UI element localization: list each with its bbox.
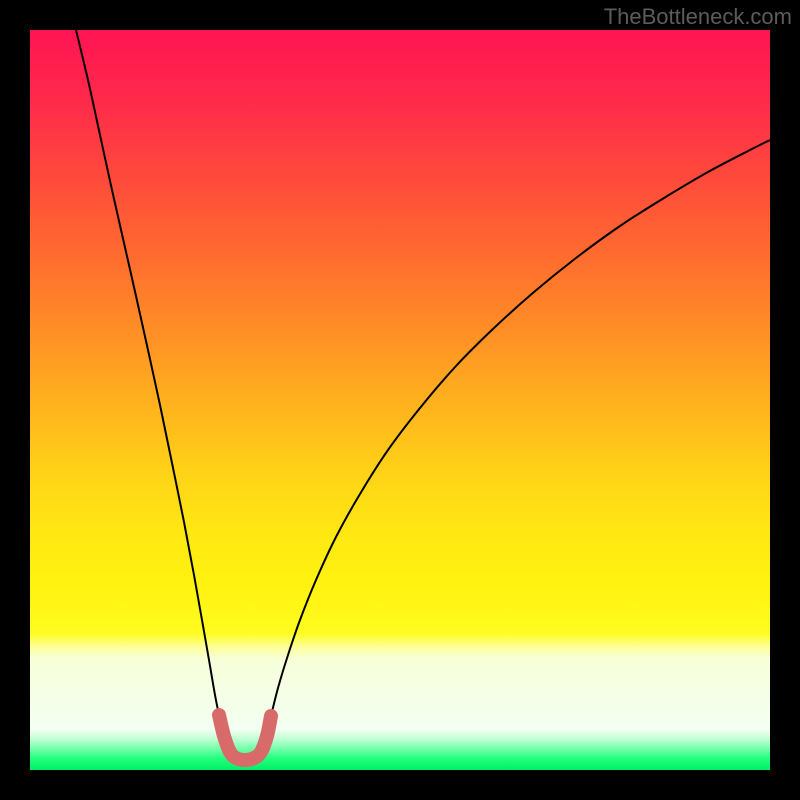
watermark-text: TheBottleneck.com [604, 4, 792, 30]
bottleneck-chart [0, 0, 800, 800]
chart-plot-background [30, 30, 770, 770]
